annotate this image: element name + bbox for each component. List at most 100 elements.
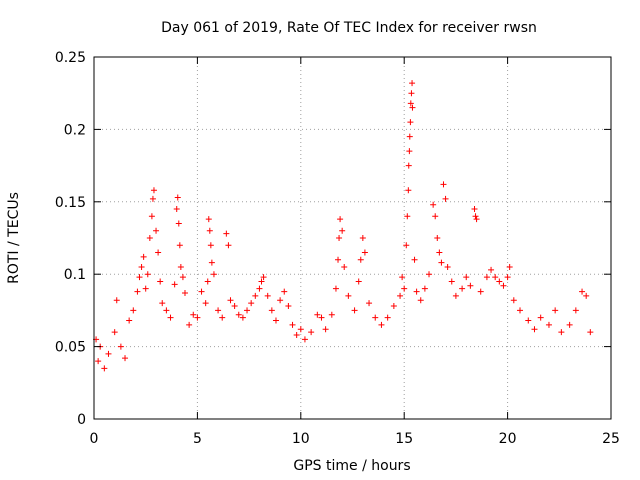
data-point: [378, 321, 385, 328]
data-point: [153, 227, 160, 234]
data-point: [405, 187, 412, 194]
data-point: [150, 187, 157, 194]
data-point: [345, 292, 352, 299]
y-tick-label: 0.15: [55, 195, 86, 211]
data-point: [207, 242, 214, 249]
data-point: [390, 303, 397, 310]
data-point: [357, 256, 364, 263]
data-point: [134, 288, 141, 295]
data-point: [281, 288, 288, 295]
data-point: [225, 242, 232, 249]
data-point: [531, 326, 538, 333]
data-point: [248, 300, 255, 307]
data-point: [264, 292, 271, 299]
data-point: [130, 307, 137, 314]
data-point: [399, 274, 406, 281]
data-point: [231, 303, 238, 310]
data-point: [272, 317, 279, 324]
y-tick-label: 0: [77, 412, 86, 428]
data-point: [186, 321, 193, 328]
chart-title: Day 061 of 2019, Rate Of TEC Index for r…: [161, 20, 537, 36]
data-point: [173, 206, 180, 213]
data-point: [411, 256, 418, 263]
data-point: [525, 317, 532, 324]
data-point: [406, 133, 413, 140]
x-tick-label: 10: [292, 431, 310, 447]
data-point: [179, 274, 186, 281]
data-point: [239, 314, 246, 321]
data-point: [138, 263, 145, 270]
y-tick-label: 0.1: [64, 267, 86, 283]
data-point: [149, 195, 156, 202]
x-tick-label: 20: [499, 431, 517, 447]
data-point: [206, 227, 213, 234]
data-point: [558, 329, 565, 336]
x-tick-label: 0: [90, 431, 99, 447]
plot-frame: [93, 56, 612, 420]
data-point: [438, 259, 445, 266]
data-point: [297, 326, 304, 333]
data-point: [463, 274, 470, 281]
data-point: [583, 292, 590, 299]
data-point: [177, 263, 184, 270]
data-point: [101, 365, 108, 372]
data-point: [95, 358, 102, 365]
data-point: [308, 329, 315, 336]
x-tick-label: 25: [602, 431, 620, 447]
data-point: [384, 314, 391, 321]
y-tick-labels: 0 0.05 0.1 0.15 0.2 0.25: [55, 50, 86, 428]
data-point: [105, 350, 112, 357]
data-point: [215, 307, 222, 314]
data-point: [268, 307, 275, 314]
data-point: [318, 314, 325, 321]
data-point: [510, 297, 517, 304]
data-point: [142, 285, 149, 292]
data-point: [405, 162, 412, 169]
data-point: [372, 314, 379, 321]
x-tick-label: 5: [193, 431, 202, 447]
data-point: [430, 201, 437, 208]
data-point: [167, 314, 174, 321]
data-point: [198, 288, 205, 295]
data-point: [252, 292, 259, 299]
data-point: [122, 355, 129, 362]
data-point: [459, 285, 466, 292]
x-tick-label: 15: [395, 431, 413, 447]
data-point: [148, 213, 155, 220]
data-point: [210, 271, 217, 278]
data-point: [442, 195, 449, 202]
data-point: [426, 271, 433, 278]
data-point: [223, 230, 230, 237]
data-point: [140, 253, 147, 260]
data-point: [194, 314, 201, 321]
data-point: [572, 307, 579, 314]
data-point: [244, 307, 251, 314]
data-point: [496, 278, 503, 285]
data-point: [339, 227, 346, 234]
data-point: [473, 216, 480, 223]
data-point: [176, 242, 183, 249]
data-point: [117, 343, 124, 350]
data-point: [448, 278, 455, 285]
data-point: [407, 119, 414, 126]
data-point: [552, 307, 559, 314]
data-point: [171, 281, 178, 288]
data-point: [336, 235, 343, 241]
data-point: [328, 311, 335, 318]
data-point: [444, 263, 451, 270]
data-point: [205, 216, 212, 223]
data-point: [355, 278, 362, 285]
data-point: [409, 80, 416, 87]
data-point: [401, 285, 408, 292]
data-point: [467, 282, 474, 289]
data-point: [517, 307, 524, 314]
data-point: [335, 256, 342, 263]
data-point: [483, 274, 490, 281]
data-point: [366, 300, 373, 307]
data-point: [587, 329, 594, 336]
data-point: [406, 148, 413, 155]
data-point: [413, 288, 420, 295]
data-point: [181, 290, 188, 297]
data-point: [314, 311, 321, 318]
